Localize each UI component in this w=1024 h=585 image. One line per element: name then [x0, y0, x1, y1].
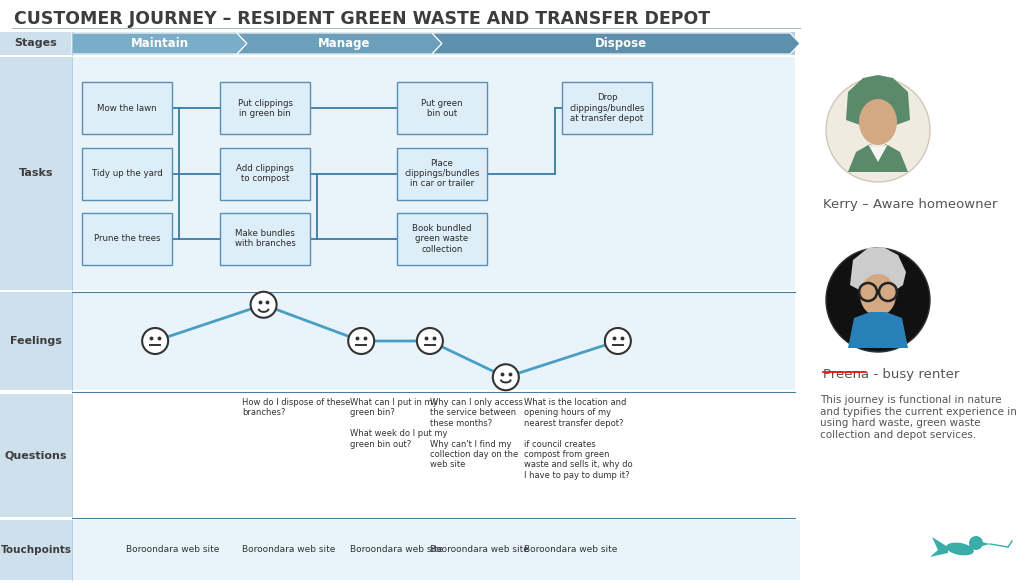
- Text: Maintain: Maintain: [130, 37, 188, 50]
- FancyBboxPatch shape: [397, 147, 487, 199]
- Text: Dispose: Dispose: [595, 37, 647, 50]
- Polygon shape: [72, 33, 247, 54]
- FancyBboxPatch shape: [82, 213, 172, 265]
- Text: Touchpoints: Touchpoints: [0, 545, 72, 555]
- Polygon shape: [237, 33, 442, 54]
- Text: Prune the trees: Prune the trees: [94, 234, 160, 243]
- Bar: [0, 57, 72, 290]
- Bar: [0, 394, 800, 517]
- FancyBboxPatch shape: [220, 147, 310, 199]
- Text: What is the location and
opening hours of my
nearest transfer depot?

if council: What is the location and opening hours o…: [524, 398, 633, 480]
- Polygon shape: [848, 144, 908, 172]
- Bar: [72, 32, 795, 55]
- Text: This journey is functional in nature
and typifies the current experience in
usin: This journey is functional in nature and…: [820, 395, 1017, 440]
- Bar: [0, 292, 72, 390]
- Text: Boroondara web site: Boroondara web site: [350, 545, 443, 555]
- Ellipse shape: [859, 99, 897, 145]
- Polygon shape: [432, 33, 800, 54]
- Text: Put clippings
in green bin: Put clippings in green bin: [238, 98, 293, 118]
- FancyBboxPatch shape: [82, 82, 172, 135]
- Bar: [0, 32, 72, 55]
- Text: Preena - busy renter: Preena - busy renter: [823, 368, 959, 381]
- Text: What can I put in my
green bin?

What week do I put my
green bin out?: What can I put in my green bin? What wee…: [350, 398, 447, 449]
- Text: Add clippings
to compost: Add clippings to compost: [237, 164, 294, 183]
- Text: Boroondara web site: Boroondara web site: [126, 545, 219, 555]
- Ellipse shape: [946, 543, 974, 555]
- Text: CUSTOMER JOURNEY – RESIDENT GREEN WASTE AND TRANSFER DEPOT: CUSTOMER JOURNEY – RESIDENT GREEN WASTE …: [14, 10, 710, 28]
- Text: Kerry – Aware homeowner: Kerry – Aware homeowner: [823, 198, 997, 211]
- Text: Drop
clippings/bundles
at transfer depot: Drop clippings/bundles at transfer depot: [569, 94, 645, 123]
- Bar: [0, 520, 72, 580]
- Circle shape: [969, 536, 983, 550]
- Polygon shape: [848, 312, 908, 348]
- Text: Questions: Questions: [5, 450, 68, 460]
- Circle shape: [348, 328, 374, 354]
- Ellipse shape: [860, 274, 896, 316]
- Text: Make bundles
with branches: Make bundles with branches: [234, 229, 296, 249]
- Circle shape: [251, 292, 276, 318]
- Text: Tidy up the yard: Tidy up the yard: [91, 169, 163, 178]
- Bar: [0, 520, 800, 580]
- Text: Feelings: Feelings: [10, 336, 61, 346]
- Circle shape: [142, 328, 168, 354]
- Text: Stages: Stages: [14, 39, 57, 49]
- Text: Put green
bin out: Put green bin out: [421, 98, 463, 118]
- FancyBboxPatch shape: [562, 82, 652, 135]
- Text: Book bundled
green waste
collection: Book bundled green waste collection: [413, 224, 472, 254]
- FancyBboxPatch shape: [82, 147, 172, 199]
- Text: Tasks: Tasks: [18, 168, 53, 178]
- Polygon shape: [846, 75, 910, 125]
- Bar: [72, 292, 795, 390]
- Polygon shape: [982, 542, 990, 546]
- Circle shape: [826, 248, 930, 352]
- Text: Booroondara web site: Booroondara web site: [430, 545, 528, 555]
- Circle shape: [493, 364, 519, 390]
- Text: Boroondara web site: Boroondara web site: [242, 545, 335, 555]
- Circle shape: [605, 328, 631, 354]
- Circle shape: [417, 328, 443, 354]
- Text: Place
clippings/bundles
in car or trailer: Place clippings/bundles in car or traile…: [404, 159, 480, 188]
- Polygon shape: [868, 144, 888, 162]
- Circle shape: [826, 78, 930, 182]
- Polygon shape: [850, 247, 906, 292]
- Text: Why can I only access
the service between
these months?

Why can't I find my
col: Why can I only access the service betwee…: [430, 398, 523, 469]
- FancyBboxPatch shape: [397, 213, 487, 265]
- Text: How do I dispose of these
branches?: How do I dispose of these branches?: [242, 398, 350, 418]
- FancyBboxPatch shape: [220, 82, 310, 135]
- Text: Mow the lawn: Mow the lawn: [97, 104, 157, 113]
- FancyBboxPatch shape: [397, 82, 487, 135]
- FancyBboxPatch shape: [220, 213, 310, 265]
- Polygon shape: [930, 537, 948, 557]
- Bar: [0, 394, 72, 517]
- Bar: [72, 57, 795, 290]
- Text: Boroondara web site: Boroondara web site: [524, 545, 617, 555]
- Text: Manage: Manage: [318, 37, 371, 50]
